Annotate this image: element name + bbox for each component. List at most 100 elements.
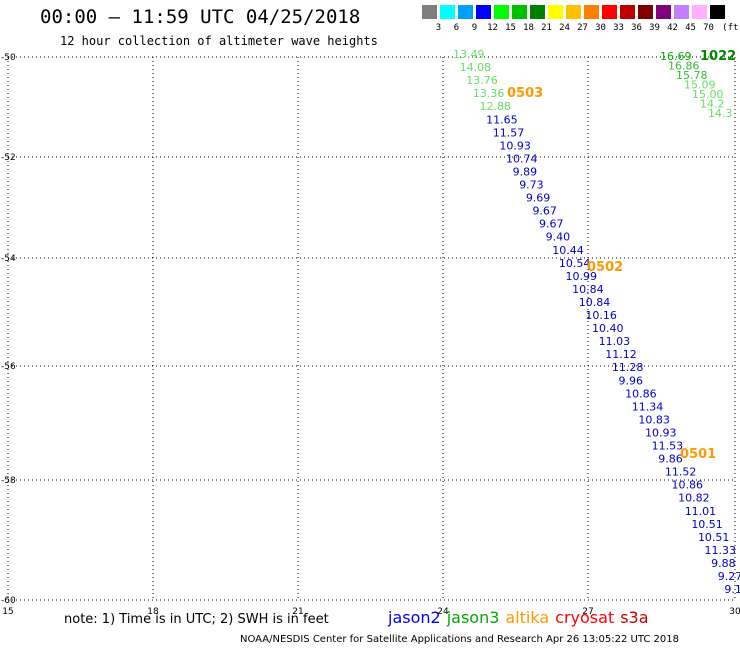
legend-swatch: [620, 5, 635, 19]
satellite-s3a: s3a: [620, 608, 649, 627]
wave-height-label: 10.82: [678, 492, 710, 505]
legend-unit: (ft): [722, 23, 740, 33]
legend-label: 45: [685, 23, 696, 33]
legend-swatch: [422, 5, 437, 19]
satellite-legend: jason2 jason3 altika cryosat s3a: [388, 608, 655, 627]
legend-swatch: [494, 5, 509, 19]
legend-swatch: [440, 5, 455, 19]
wave-height-label: 11.52: [665, 466, 697, 479]
legend-label: 12: [487, 23, 498, 33]
legend-label: 18: [523, 23, 534, 33]
satellite-jason2: jason2: [388, 608, 441, 627]
wave-height-label: 9.69: [526, 192, 551, 205]
pass-time-label: 1022: [700, 49, 736, 64]
lat-tick-label: -52: [1, 153, 16, 163]
lat-tick-label: -54: [1, 254, 16, 264]
satellite-cryosat: cryosat: [555, 608, 615, 627]
legend-swatch: [512, 5, 527, 19]
wave-height-label: 9.67: [532, 205, 557, 218]
legend-label: 70: [703, 23, 714, 33]
wave-height-label: 14.08: [460, 61, 492, 74]
wave-height-label: 10.74: [506, 152, 537, 165]
wave-height-label: 11.57: [493, 126, 524, 139]
altimeter-tracks: 13.4914.0813.7613.3612.8811.6511.5710.93…: [453, 48, 740, 596]
wave-height-label: 11.53: [652, 440, 684, 453]
wave-height-label: 9.89: [513, 165, 538, 178]
legend-swatch: [602, 5, 617, 19]
legend-label: 39: [649, 23, 660, 33]
lon-tick-label: 27: [582, 607, 593, 617]
wave-height-label: 10.40: [592, 322, 624, 335]
legend-swatch: [584, 5, 599, 19]
page-title: 00:00 – 11:59 UTC 04/25/2018: [40, 6, 361, 28]
wave-height-label: 14.3: [708, 107, 733, 120]
wave-height-label: 10.51: [698, 531, 730, 544]
wave-height-label: 11.12: [605, 348, 637, 361]
legend-label: 27: [577, 23, 588, 33]
wave-height-label: 11.33: [705, 544, 737, 557]
lon-tick-label: 30: [729, 607, 740, 617]
wave-height-label: 9.18: [724, 583, 740, 596]
wave-height-label: 11.34: [632, 400, 664, 413]
wave-height-label: 15.78: [676, 69, 708, 82]
lon-tick-label: 18: [147, 607, 159, 617]
legend-swatch: [458, 5, 473, 19]
wave-height-label: 9.67: [539, 218, 564, 231]
wave-height-label: 16.86: [668, 60, 700, 73]
wave-height-label: 10.54: [559, 257, 591, 270]
wave-height-label: 10.84: [572, 283, 604, 296]
lat-tick-label: -50: [1, 53, 16, 63]
wave-height-label: 15.09: [684, 79, 716, 92]
wave-height-label: 11.28: [612, 361, 644, 374]
wave-height-label: 10.99: [566, 270, 598, 283]
wave-height-label: 10.83: [638, 413, 670, 426]
lon-tick-label: 21: [292, 607, 303, 617]
legend-label: 6: [453, 23, 460, 33]
pass-time-label: 0502: [587, 260, 623, 275]
wave-height-label: 9.73: [519, 179, 544, 192]
legend-swatch: [656, 5, 671, 19]
lat-tick-label: -56: [1, 362, 16, 372]
legend-label: 15: [505, 23, 516, 33]
lat-tick-label: -60: [1, 596, 16, 606]
wave-height-label: 9.96: [619, 374, 644, 387]
legend-label: 30: [595, 23, 606, 33]
wave-height-label: 9.88: [711, 557, 736, 570]
wave-height-label: 15.00: [692, 88, 724, 101]
legend-label: 36: [631, 23, 642, 33]
legend-swatch: [530, 5, 545, 19]
wave-height-label: 10.93: [645, 426, 677, 439]
page-subtitle: 12 hour collection of altimeter wave hei…: [60, 34, 378, 48]
wave-height-label: 12.88: [479, 100, 511, 113]
wave-height-label: 10.93: [499, 139, 530, 152]
wave-height-label: 10.84: [579, 296, 611, 309]
legend-label: 3: [435, 23, 442, 33]
legend-swatch: [692, 5, 707, 19]
lat-tick-label: -58: [1, 476, 16, 486]
wave-height-label: 16.69: [660, 50, 692, 63]
legend-swatch: [638, 5, 653, 19]
map-grid: [7, 56, 736, 601]
wave-height-label: 13.36: [473, 87, 505, 100]
wave-height-label: 13.76: [466, 74, 498, 87]
map-axes: 15 18 21 24 27 30 -50 -52 -54 -56 -58 -60: [1, 53, 740, 617]
satellite-jason3: jason3: [446, 608, 500, 627]
wave-height-label: 11.65: [486, 113, 517, 126]
wave-height-label: 11.01: [685, 505, 717, 518]
satellite-altika: altika: [505, 608, 550, 627]
legend-swatch: [566, 5, 581, 19]
pass-time-label: 0501: [680, 447, 716, 462]
wave-height-label: 10.86: [671, 479, 703, 492]
credit-footer: NOAA/NESDIS Center for Satellite Applica…: [240, 634, 679, 645]
legend-swatch: [548, 5, 563, 19]
footnote-units: note: 1) Time is in UTC; 2) SWH is in fe…: [64, 612, 329, 627]
wave-height-label: 13.49: [453, 48, 485, 61]
wave-height-label: 10.86: [625, 387, 657, 400]
legend-swatch: [674, 5, 689, 19]
wave-height-label: 10.44: [552, 244, 584, 257]
wave-height-label: 9.40: [546, 231, 571, 244]
legend-swatch: [476, 5, 491, 19]
wave-height-label: 10.51: [691, 518, 723, 531]
wave-height-label: 10.16: [585, 309, 617, 322]
